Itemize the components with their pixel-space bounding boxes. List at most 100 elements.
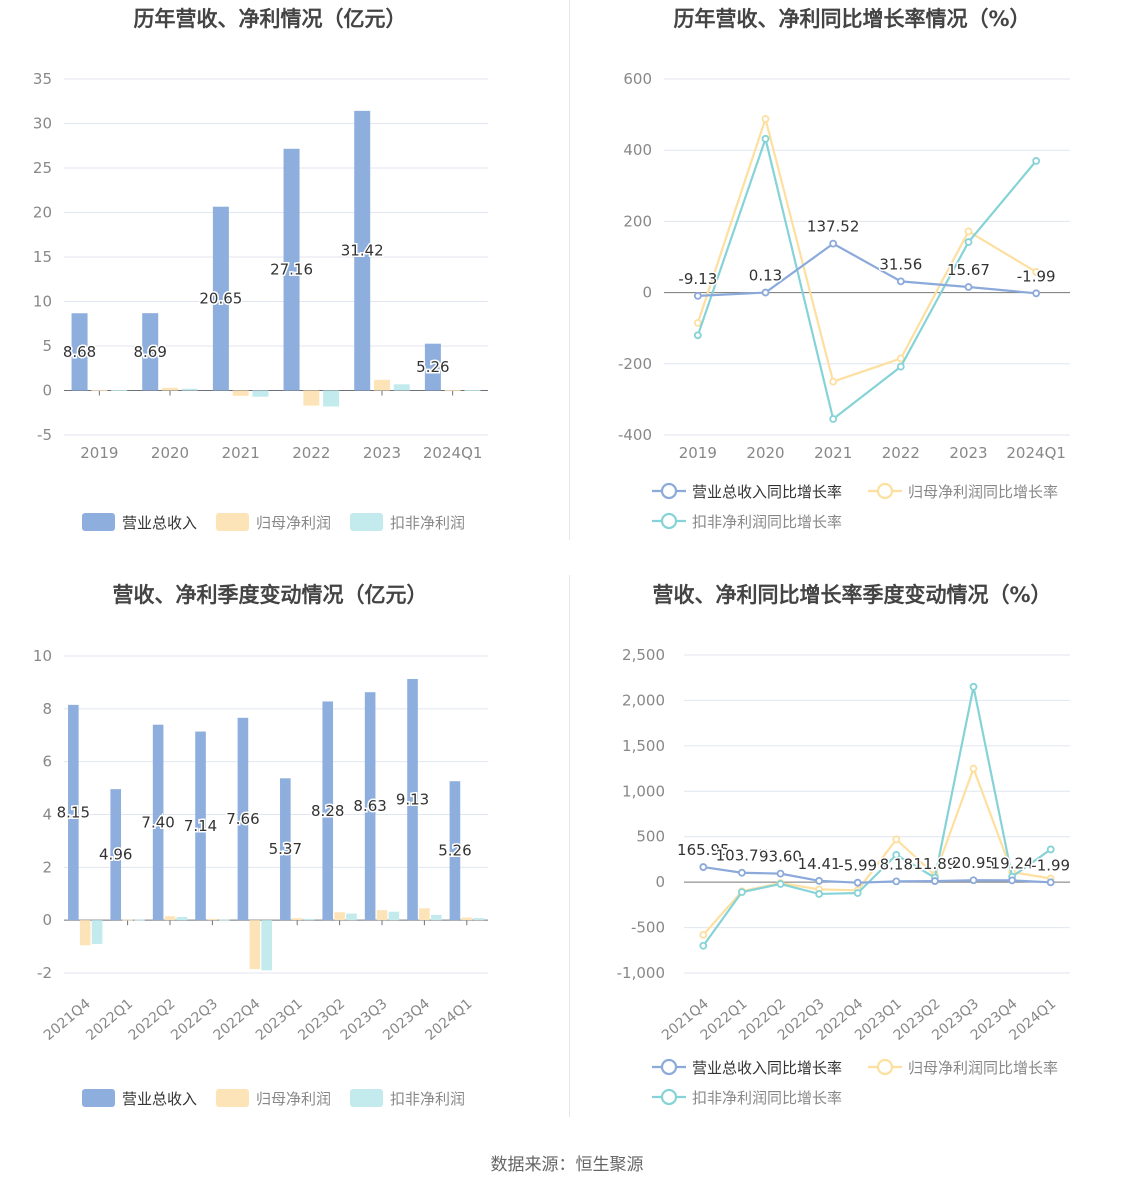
- y-tick-label: -2: [37, 964, 52, 982]
- x-tick-label: 2023: [949, 444, 987, 462]
- line-point: [896, 362, 905, 371]
- line-point: [930, 877, 939, 885]
- line-point: [829, 415, 838, 423]
- bar-value-label: 20.65: [199, 290, 242, 308]
- line-series-deducted-profit: [696, 134, 1038, 421]
- x-tick-label: 2019: [679, 444, 717, 462]
- y-tick-label: 0: [42, 382, 52, 400]
- quarterly-revenue-profit-chart: 营收、净利季度变动情况（亿元） 10 8 6 4 2 0 -2 2021Q4 2022Q1 2022…: [0, 575, 569, 1120]
- x-tick-label: 2019: [80, 444, 118, 462]
- line-point: [896, 277, 905, 286]
- bar-parent-profit: [303, 390, 320, 406]
- y-tick-label: 500: [636, 828, 665, 846]
- bar-deducted-profit: [303, 918, 315, 921]
- legend-swatch: [216, 1089, 249, 1107]
- bar-revenue: [322, 701, 334, 921]
- bar-parent-profit: [291, 918, 303, 921]
- line-point: [892, 850, 901, 859]
- line-point: [761, 114, 770, 123]
- x-tick-label: 2022Q4: [211, 996, 264, 1044]
- legend-label: 营业总收入: [122, 1090, 197, 1108]
- bar-parent-profit: [376, 910, 388, 921]
- legend-marker: [660, 1088, 678, 1106]
- bar-parent-profit: [232, 390, 249, 396]
- legend-swatch: [350, 513, 383, 531]
- bar-revenue: [424, 343, 441, 391]
- line-value-label: 20.95: [952, 854, 995, 872]
- bar-value-label: 27.16: [270, 261, 313, 279]
- line-point: [761, 288, 770, 297]
- x-tick-label: 2024Q1: [423, 996, 476, 1044]
- x-tick-label: 2024Q1: [423, 444, 483, 462]
- x-tick-label: 2023Q3: [338, 996, 391, 1044]
- bar-deducted-profit: [430, 914, 442, 921]
- y-tick-label: 4: [42, 806, 52, 824]
- bar-value-label: 5.26: [438, 842, 471, 860]
- y-tick-label: 0: [642, 284, 652, 302]
- line-point: [1032, 156, 1041, 165]
- bar-deducted-profit: [91, 920, 103, 944]
- y-tick-label: 20: [33, 204, 52, 222]
- line-point: [1046, 878, 1055, 887]
- x-tick-label: 2022Q2: [126, 996, 179, 1044]
- bar-deducted-profit: [181, 388, 198, 391]
- legend-marker: [660, 482, 678, 500]
- y-tick-label: 2: [42, 858, 52, 876]
- legend-label: 扣非净利润同比增长率: [692, 513, 842, 531]
- line-point: [693, 318, 702, 327]
- chart-svg: 历年营收、净利同比增长率情况（%） 600 400 200 0 -200 -400 2019 2…: [618, 7, 1070, 531]
- line-point: [964, 227, 973, 236]
- x-tick-label: 2022: [882, 444, 920, 462]
- y-tick-label: 25: [33, 159, 52, 177]
- y-tick-label: 600: [623, 70, 652, 88]
- bar-parent-profit: [79, 920, 91, 946]
- line-value-label: 11.89: [913, 855, 956, 873]
- bar-parent-profit: [444, 390, 461, 391]
- bar-deducted-profit: [261, 920, 272, 971]
- bar-parent-profit: [334, 912, 345, 921]
- legend-swatch: [350, 1089, 383, 1107]
- line-point: [815, 876, 824, 885]
- bar-value-label: 8.69: [134, 343, 167, 361]
- bar-revenue: [142, 313, 159, 391]
- bar-parent-profit: [207, 918, 218, 921]
- line-point: [969, 876, 978, 885]
- bar-deducted-profit: [464, 390, 481, 391]
- chart-title: 营收、净利同比增长率季度变动情况（%）: [652, 583, 1051, 607]
- line-point: [853, 889, 862, 897]
- quarterly-growth-rate-chart: 营收、净利同比增长率季度变动情况（%） 2,500 2,000 1,500 1,000 5…: [570, 575, 1134, 1120]
- line-value-label: 8.18: [880, 855, 913, 873]
- legend-marker: [660, 512, 678, 530]
- line-point: [815, 890, 824, 898]
- legend-swatch: [82, 1089, 115, 1107]
- x-tick-label: 2021: [222, 444, 260, 462]
- line-series-parent-profit: [696, 114, 1037, 384]
- line-value-label: 31.56: [879, 255, 922, 273]
- y-tick-label: -5: [37, 426, 52, 444]
- line-point: [699, 930, 708, 939]
- bar-value-label: 31.42: [341, 242, 384, 260]
- chart-svg: 历年营收、净利情况（亿元） 35 30 25 20 15 10 5 0 -5 2019 2020 202…: [33, 7, 488, 532]
- y-tick-label: 0: [42, 911, 52, 929]
- line-point: [776, 869, 785, 878]
- line-value-label: 165.95: [677, 841, 730, 859]
- y-tick-label: 200: [623, 212, 652, 230]
- x-tick-label: 2023Q4: [380, 996, 433, 1044]
- legend-label: 营业总收入同比增长率: [692, 1059, 842, 1077]
- bar-revenue: [283, 148, 300, 391]
- line-value-label: 15.67: [947, 261, 990, 279]
- bar-deducted-profit: [176, 916, 188, 921]
- bar-value-label: 7.66: [226, 810, 259, 828]
- line-point: [853, 878, 862, 887]
- line-point: [1032, 289, 1041, 298]
- bar-parent-profit: [164, 916, 176, 921]
- line-point: [896, 354, 905, 363]
- legend-label: 营业总收入同比增长率: [692, 483, 842, 501]
- line-value-label: 137.52: [807, 218, 860, 236]
- chart-title: 历年营收、净利情况（亿元）: [134, 7, 407, 31]
- line-point: [1008, 876, 1017, 885]
- y-tick-label: 5: [42, 337, 52, 355]
- y-tick-label: -200: [618, 355, 652, 373]
- bar-revenue: [71, 313, 88, 391]
- line-point: [1032, 268, 1041, 276]
